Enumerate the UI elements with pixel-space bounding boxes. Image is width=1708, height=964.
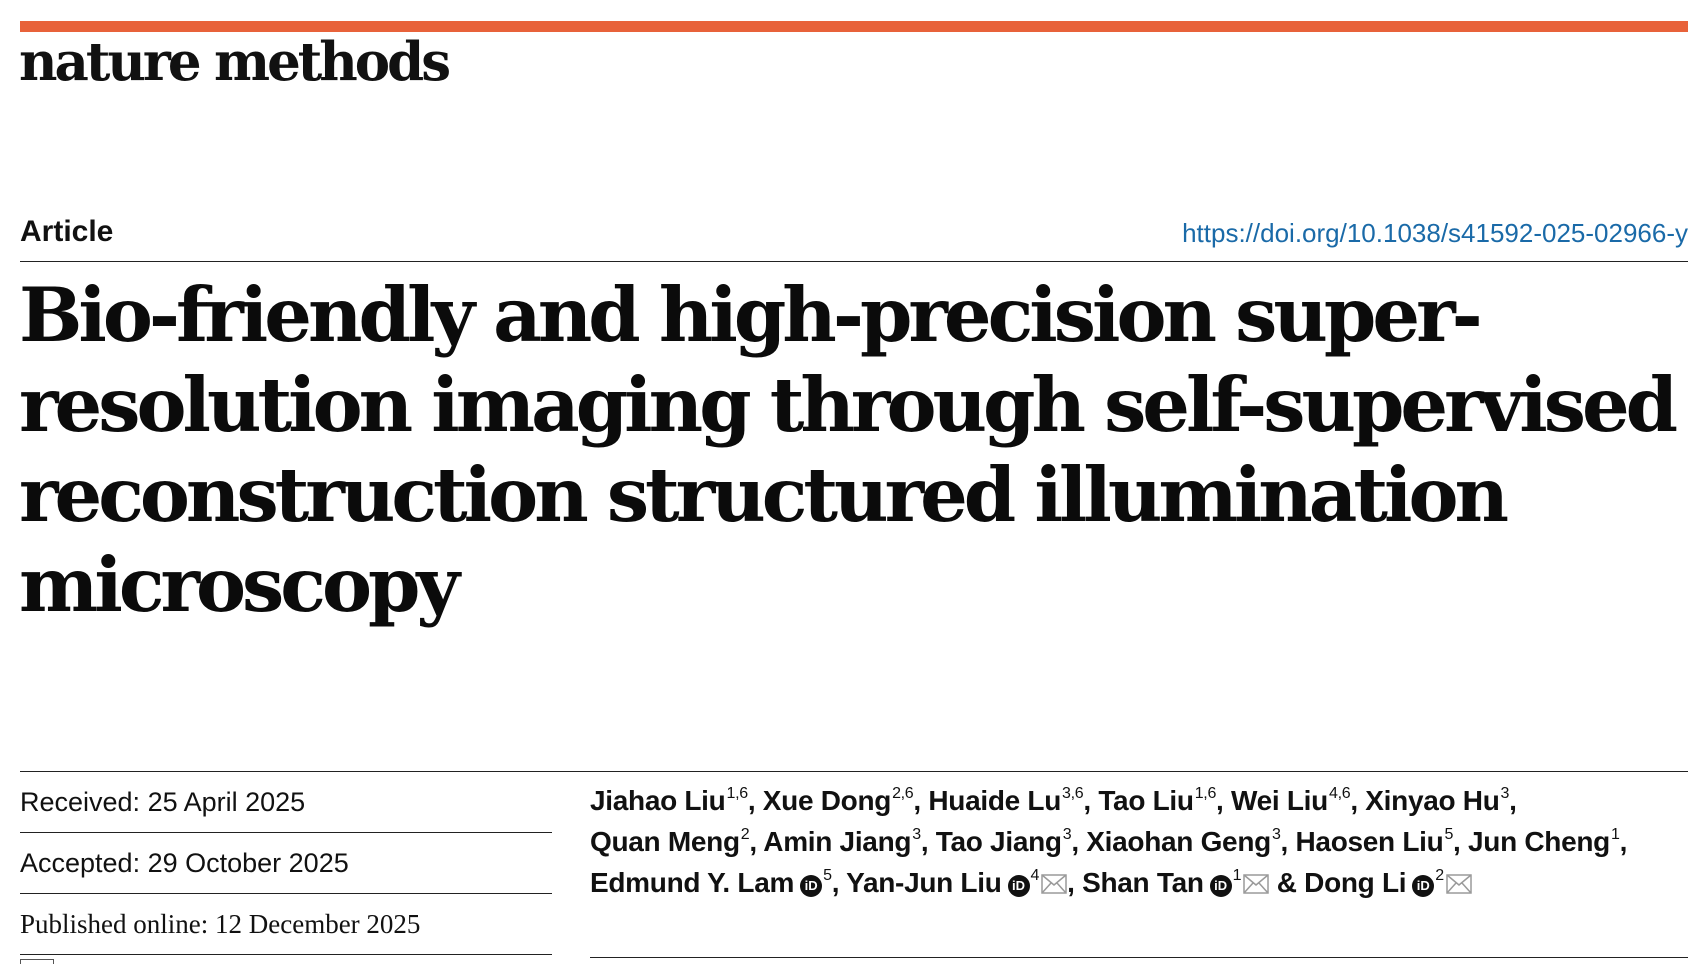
author-entry: Wei Liu4,6	[1231, 785, 1351, 816]
affiliation-number[interactable]: 2	[1435, 867, 1444, 884]
publication-dates: Received: 25 April 2025 Accepted: 29 Oct…	[20, 772, 552, 955]
metadata-divider	[20, 771, 1688, 772]
author-separator: ,	[1619, 826, 1628, 857]
affiliation-number[interactable]: 3	[912, 826, 921, 843]
affiliation-number[interactable]: 2,6	[892, 785, 914, 802]
author-separator: ,	[1067, 867, 1083, 898]
affiliation-number[interactable]: 1,6	[1194, 785, 1217, 802]
author-name[interactable]: Xinyao Hu	[1365, 785, 1500, 816]
affiliation-number[interactable]: 1	[1610, 826, 1620, 843]
header-divider	[20, 261, 1688, 262]
published-date: Published online: 12 December 2025	[20, 894, 552, 955]
affiliation-number[interactable]: 5	[1444, 826, 1454, 843]
affiliation-number[interactable]: 3	[1271, 826, 1281, 843]
author-entry: Xiaohan Geng3	[1086, 826, 1281, 857]
author-separator: ,	[1453, 826, 1469, 857]
accepted-date: Accepted: 29 October 2025	[20, 833, 552, 894]
author-separator: ,	[1083, 785, 1099, 816]
doi-link[interactable]: https://doi.org/10.1038/s41592-025-02966…	[1182, 218, 1688, 248]
orcid-icon[interactable]: iD	[800, 875, 823, 897]
author-separator: ,	[831, 867, 847, 898]
author-name[interactable]: Quan Meng	[590, 826, 740, 857]
author-separator: &	[1269, 867, 1305, 898]
author-separator: ,	[1509, 785, 1517, 816]
article-title: Bio-friendly and high-precision super-re…	[19, 271, 1678, 629]
orcid-icon[interactable]: iD	[1007, 875, 1030, 897]
author-name[interactable]: Xiaohan Geng	[1086, 826, 1271, 857]
author-separator: ,	[920, 826, 936, 857]
orcid-icon[interactable]: iD	[1209, 875, 1232, 897]
affiliation-number[interactable]: 3	[1500, 785, 1510, 802]
author-entry: Edmund Y. Lam iD5	[590, 867, 832, 898]
author-separator: ,	[1350, 785, 1366, 816]
author-entry: Dong Li iD2	[1304, 867, 1472, 898]
author-entry: Tao Liu1,6	[1098, 785, 1216, 816]
section-tab-edge	[20, 959, 54, 964]
author-name[interactable]: Haosen Liu	[1295, 826, 1444, 857]
author-separator: ,	[749, 826, 764, 857]
author-entry: Tao Jiang3	[936, 826, 1072, 857]
author-entry: Jun Cheng1	[1468, 826, 1620, 857]
author-entry: Quan Meng2	[590, 826, 750, 857]
article-type-label: Article	[20, 215, 114, 248]
author-name[interactable]: Jiahao Liu	[590, 785, 726, 816]
affiliation-number[interactable]: 1,6	[726, 785, 748, 802]
orcid-icon[interactable]: iD	[1412, 875, 1435, 897]
affiliation-number[interactable]: 4	[1030, 867, 1040, 884]
envelope-icon[interactable]	[1243, 874, 1270, 894]
author-separator: ,	[913, 785, 929, 816]
received-date: Received: 25 April 2025	[20, 772, 552, 833]
author-name[interactable]: Xue Dong	[762, 785, 892, 816]
affiliation-number[interactable]: 3	[1062, 826, 1072, 843]
author-divider	[590, 957, 1688, 958]
author-separator: ,	[1280, 826, 1296, 857]
author-separator: ,	[747, 785, 763, 816]
author-name[interactable]: Wei Liu	[1231, 785, 1328, 816]
author-name[interactable]: Tao Jiang	[935, 826, 1062, 857]
author-entry: Yan-Jun Liu iD4	[846, 867, 1067, 898]
affiliation-number[interactable]: 4,6	[1328, 785, 1351, 802]
author-name[interactable]: Shan Tan	[1082, 867, 1204, 898]
author-separator: ,	[1071, 826, 1087, 857]
author-name[interactable]: Huaide Lu	[928, 785, 1062, 816]
author-entry: Xue Dong2,6	[763, 785, 914, 816]
envelope-icon[interactable]	[1041, 874, 1067, 894]
affiliation-number[interactable]: 5	[823, 867, 832, 884]
journal-logo[interactable]: nature methods	[19, 31, 451, 93]
author-separator: ,	[1216, 785, 1232, 816]
author-entry: Shan Tan iD1	[1082, 867, 1270, 898]
author-entry: Amin Jiang3	[763, 826, 921, 857]
author-entry: Huaide Lu3,6	[928, 785, 1083, 816]
author-name[interactable]: Amin Jiang	[763, 826, 912, 857]
author-name[interactable]: Dong Li	[1304, 867, 1407, 898]
author-entry: Xinyao Hu3	[1365, 785, 1509, 816]
author-name[interactable]: Edmund Y. Lam	[590, 867, 795, 898]
affiliation-number[interactable]: 2	[740, 826, 750, 843]
envelope-icon[interactable]	[1446, 874, 1472, 894]
author-name[interactable]: Tao Liu	[1098, 785, 1194, 816]
author-name[interactable]: Yan-Jun Liu	[846, 867, 1002, 898]
author-entry: Jiahao Liu1,6	[590, 785, 748, 816]
author-list: Jiahao Liu1,6, Xue Dong2,6, Huaide Lu3,6…	[590, 780, 1690, 903]
author-entry: Haosen Liu5	[1296, 826, 1454, 857]
affiliation-number[interactable]: 1	[1232, 867, 1242, 884]
affiliation-number[interactable]: 3,6	[1062, 785, 1084, 802]
journal-accent-bar	[20, 21, 1688, 32]
author-name[interactable]: Jun Cheng	[1468, 826, 1610, 857]
